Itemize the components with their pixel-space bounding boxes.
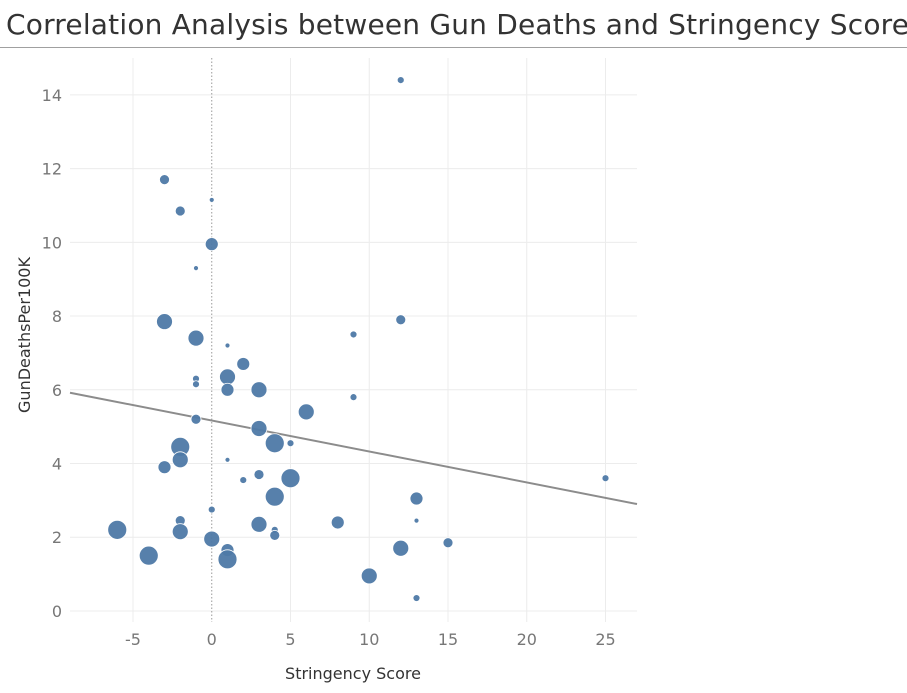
y-tick-label: 12 [42, 160, 62, 179]
data-point[interactable] [360, 567, 378, 585]
data-point[interactable] [280, 468, 301, 489]
data-point[interactable] [224, 342, 231, 349]
data-point[interactable] [107, 519, 128, 540]
data-point[interactable] [250, 420, 268, 437]
data-point[interactable] [207, 505, 216, 514]
data-point[interactable] [138, 545, 159, 566]
data-point[interactable] [264, 433, 285, 454]
data-point[interactable] [601, 474, 610, 483]
data-point[interactable] [219, 368, 236, 386]
data-point[interactable] [190, 413, 202, 425]
data-point[interactable] [413, 517, 420, 524]
x-tick-label: 20 [517, 630, 537, 649]
data-point[interactable] [264, 486, 285, 507]
x-axis-ticks: -5 0 5 10 15 20 25 [125, 630, 616, 649]
x-tick-label: 15 [438, 630, 458, 649]
data-point[interactable] [286, 439, 295, 448]
data-point[interactable] [395, 314, 407, 326]
data-point[interactable] [203, 530, 221, 548]
x-tick-label: 25 [595, 630, 615, 649]
data-point[interactable] [174, 205, 186, 217]
data-point[interactable] [193, 265, 199, 272]
data-point[interactable] [297, 403, 315, 421]
data-point[interactable] [253, 469, 265, 480]
data-point[interactable] [250, 515, 268, 533]
data-point[interactable] [157, 460, 172, 475]
data-point[interactable] [330, 515, 345, 530]
data-point[interactable] [412, 594, 421, 602]
data-point[interactable] [269, 529, 281, 541]
data-point[interactable] [224, 456, 231, 463]
data-point[interactable] [392, 539, 410, 557]
data-point[interactable] [236, 357, 251, 371]
data-point[interactable] [171, 451, 189, 469]
data-point[interactable] [409, 491, 424, 506]
data-point[interactable] [349, 393, 358, 402]
data-point[interactable] [239, 476, 248, 484]
trend-line-layer [69, 391, 638, 506]
data-point[interactable] [396, 76, 405, 85]
y-tick-label: 6 [52, 381, 62, 400]
y-tick-label: 10 [42, 233, 62, 252]
data-point[interactable] [250, 381, 268, 399]
data-point[interactable] [204, 237, 219, 252]
data-point[interactable] [192, 380, 200, 389]
data-point[interactable] [156, 313, 173, 330]
x-tick-label: 10 [359, 630, 379, 649]
y-tick-label: 14 [42, 86, 62, 105]
x-axis-title: Stringency Score [285, 664, 421, 683]
trend-line [69, 391, 638, 506]
y-tick-label: 0 [52, 602, 62, 621]
chart-title: Correlation Analysis between Gun Deaths … [6, 8, 907, 41]
grid-lines [70, 58, 637, 622]
data-point[interactable] [220, 382, 235, 397]
x-tick-label: 0 [207, 630, 217, 649]
data-point[interactable] [349, 330, 358, 339]
data-points [107, 76, 610, 602]
y-axis-title: GunDeathsPer100K [15, 257, 34, 413]
x-tick-label: -5 [125, 630, 141, 649]
data-point[interactable] [208, 197, 215, 203]
x-tick-label: 5 [285, 630, 295, 649]
data-point[interactable] [171, 523, 189, 541]
data-point[interactable] [442, 537, 454, 549]
data-point[interactable] [159, 174, 170, 186]
y-axis-ticks: 0 2 4 6 8 10 12 14 [42, 86, 62, 621]
data-point[interactable] [187, 329, 205, 347]
y-tick-label: 4 [52, 454, 62, 473]
title-divider [0, 47, 907, 48]
y-tick-label: 8 [52, 307, 62, 326]
data-point[interactable] [217, 549, 238, 570]
y-tick-label: 2 [52, 528, 62, 547]
